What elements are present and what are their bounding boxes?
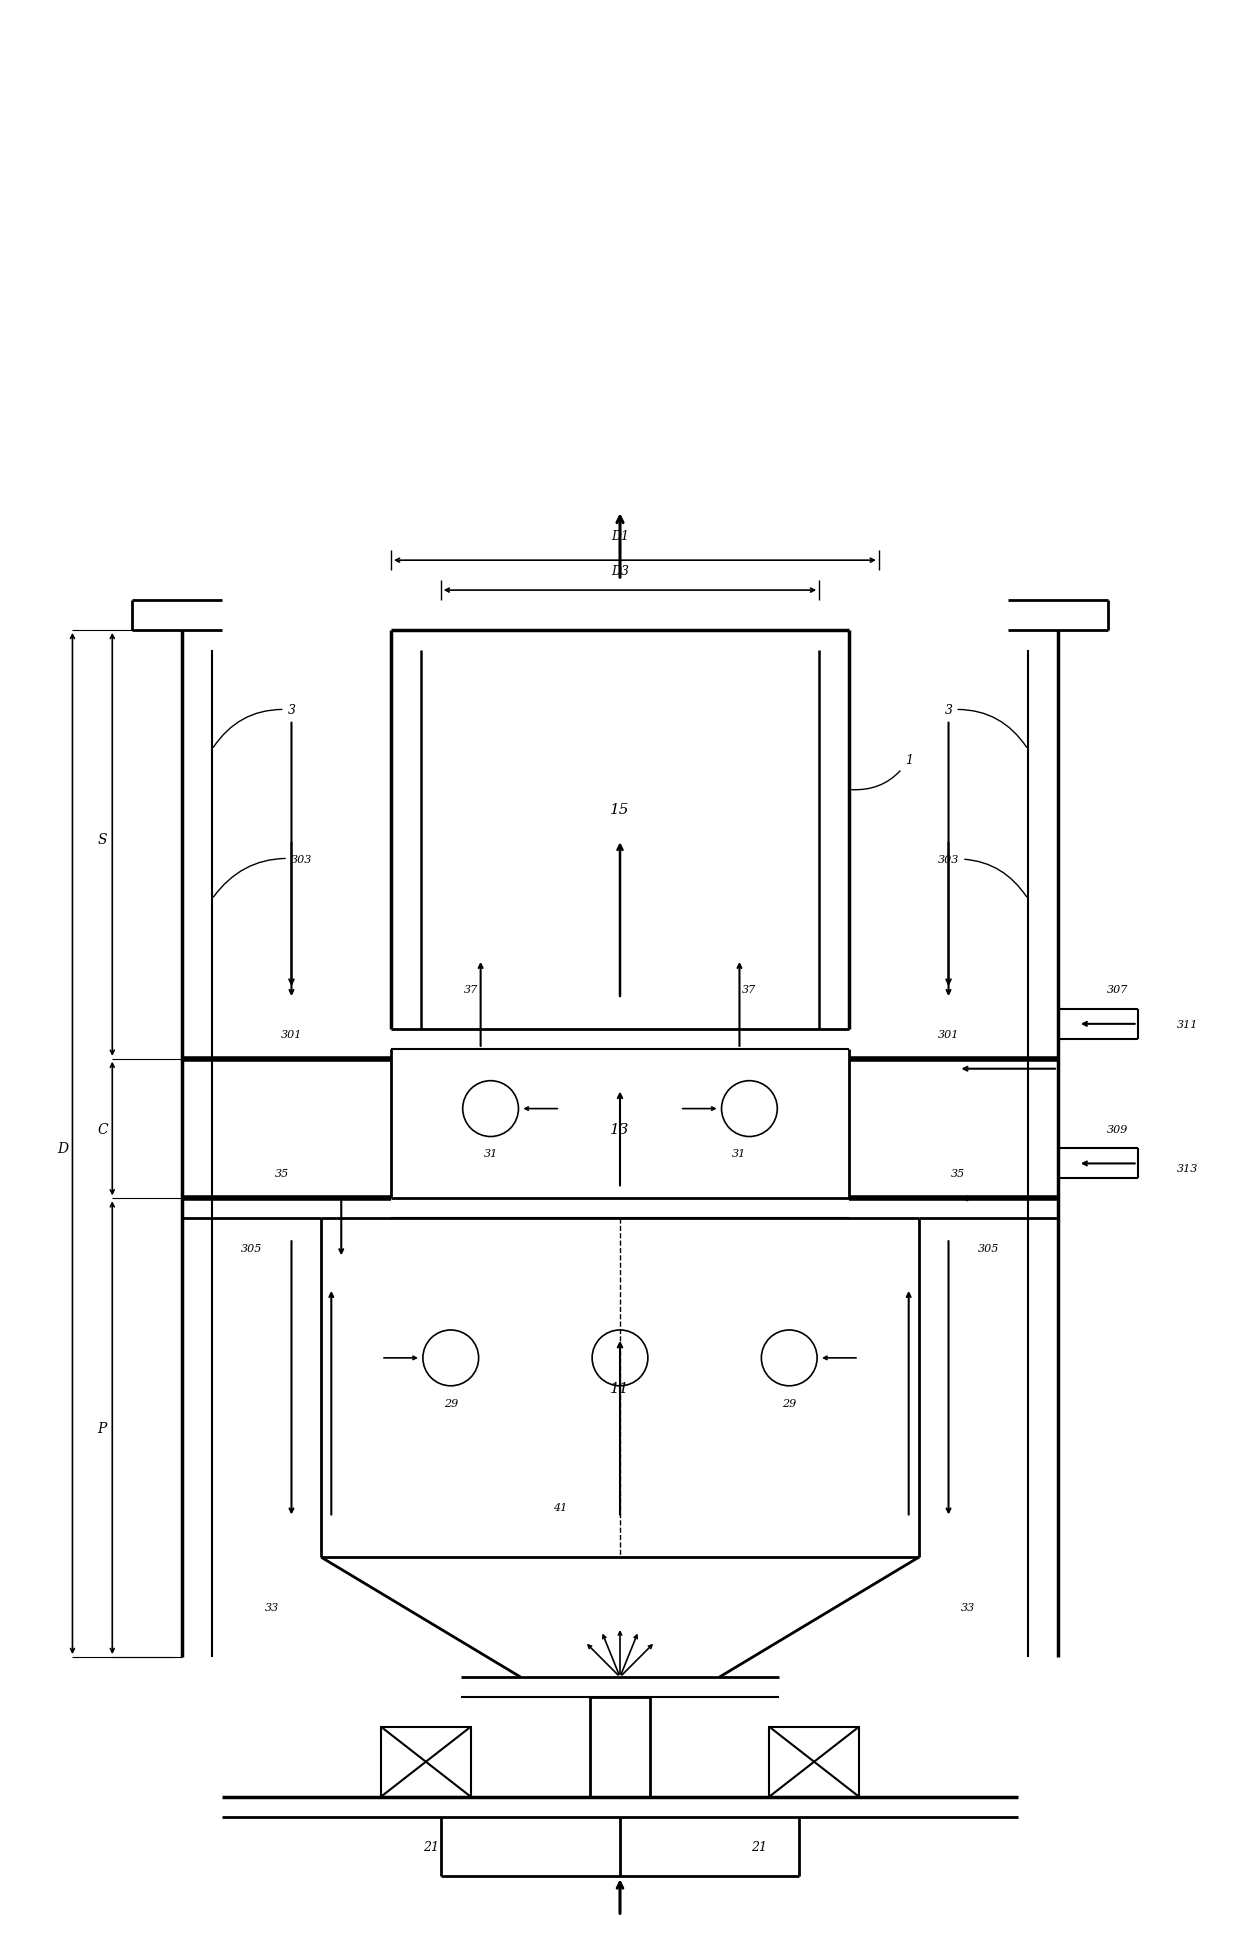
Text: P: P (98, 1421, 107, 1435)
Text: 15: 15 (610, 803, 630, 816)
Text: 303: 303 (937, 855, 1027, 898)
Text: 3: 3 (945, 704, 1027, 748)
Text: 13: 13 (610, 1123, 630, 1136)
Text: 37: 37 (464, 985, 477, 995)
Text: 311: 311 (1177, 1020, 1198, 1030)
Text: D3: D3 (611, 564, 629, 578)
Text: 307: 307 (1107, 985, 1128, 995)
Text: 35: 35 (951, 1169, 966, 1179)
Text: 309: 309 (1107, 1125, 1128, 1134)
Text: 31: 31 (733, 1150, 746, 1160)
Text: D: D (57, 1142, 68, 1156)
Text: 305: 305 (977, 1243, 999, 1253)
Text: 303: 303 (213, 855, 312, 898)
Text: 301: 301 (280, 1030, 303, 1039)
Text: 305: 305 (241, 1243, 263, 1253)
Text: D1: D1 (611, 529, 629, 543)
Text: 21: 21 (423, 1840, 439, 1854)
Text: 33: 33 (961, 1602, 976, 1613)
Text: 301: 301 (937, 1030, 960, 1039)
Text: 33: 33 (264, 1602, 279, 1613)
Text: 29: 29 (782, 1398, 796, 1408)
Text: 313: 313 (1177, 1163, 1198, 1173)
Text: 37: 37 (743, 985, 756, 995)
Text: C: C (97, 1123, 108, 1136)
Text: 35: 35 (274, 1169, 289, 1179)
Text: 1: 1 (852, 754, 913, 791)
Text: 21: 21 (751, 1840, 768, 1854)
Text: 29: 29 (444, 1398, 458, 1408)
Bar (590, 1697, 650, 1797)
Text: 11: 11 (610, 1381, 630, 1394)
Text: 3: 3 (213, 704, 295, 748)
Bar (381, 1728, 471, 1797)
Text: 31: 31 (484, 1150, 497, 1160)
Bar (769, 1728, 859, 1797)
Text: S: S (98, 834, 107, 847)
Text: 41: 41 (553, 1503, 568, 1512)
